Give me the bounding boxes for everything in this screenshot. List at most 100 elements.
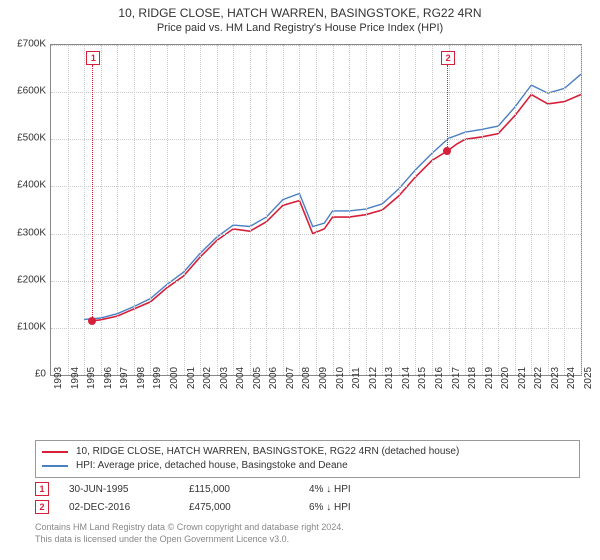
gridline-v xyxy=(564,45,565,375)
x-axis-label: 2002 xyxy=(202,367,213,389)
y-axis-label: £0 xyxy=(6,369,46,380)
transaction-row-2: 2 02-DEC-2016 £475,000 6% ↓ HPI xyxy=(35,498,429,516)
transaction-point-1 xyxy=(88,317,96,325)
gridline-v xyxy=(117,45,118,375)
x-axis-label: 2023 xyxy=(550,367,561,389)
transaction-date-2: 02-DEC-2016 xyxy=(69,502,189,513)
x-axis-label: 2015 xyxy=(417,367,428,389)
y-axis-label: £300K xyxy=(6,227,46,238)
transaction-top-marker-1: 1 xyxy=(86,51,100,65)
transaction-guide-line-2 xyxy=(447,65,448,151)
x-axis-label: 2024 xyxy=(566,367,577,389)
y-axis-label: £100K xyxy=(6,321,46,332)
gridline-v xyxy=(299,45,300,375)
transaction-marker-1: 1 xyxy=(35,482,49,496)
x-axis-label: 2014 xyxy=(401,367,412,389)
legend-swatch-property xyxy=(42,451,68,453)
x-axis-label: 1994 xyxy=(70,367,81,389)
transaction-date-1: 30-JUN-1995 xyxy=(69,484,189,495)
x-axis-label: 2009 xyxy=(318,367,329,389)
y-axis-label: £200K xyxy=(6,274,46,285)
transaction-marker-2: 2 xyxy=(35,500,49,514)
plot-region: 12 xyxy=(50,44,582,376)
y-axis-label: £700K xyxy=(6,39,46,50)
gridline-v xyxy=(101,45,102,375)
x-axis-label: 1996 xyxy=(103,367,114,389)
x-axis-label: 2010 xyxy=(335,367,346,389)
gridline-v xyxy=(349,45,350,375)
x-axis-label: 1995 xyxy=(86,367,97,389)
gridline-v xyxy=(399,45,400,375)
x-axis-label: 2005 xyxy=(252,367,263,389)
chart-area: 12 £0£100K£200K£300K£400K£500K£600K£700K… xyxy=(50,44,580,404)
gridline-v xyxy=(482,45,483,375)
x-axis-label: 2019 xyxy=(484,367,495,389)
x-axis-label: 2022 xyxy=(533,367,544,389)
y-axis-label: £600K xyxy=(6,86,46,97)
gridline-v xyxy=(515,45,516,375)
x-axis-label: 2016 xyxy=(434,367,445,389)
gridline-v xyxy=(449,45,450,375)
y-axis-label: £400K xyxy=(6,180,46,191)
x-axis-label: 2006 xyxy=(268,367,279,389)
gridline-v xyxy=(266,45,267,375)
gridline-v xyxy=(250,45,251,375)
gridline-v xyxy=(134,45,135,375)
gridline-v xyxy=(233,45,234,375)
x-axis-label: 2025 xyxy=(583,367,594,389)
x-axis-label: 2001 xyxy=(186,367,197,389)
gridline-v xyxy=(382,45,383,375)
x-axis-label: 2004 xyxy=(235,367,246,389)
x-axis-label: 1998 xyxy=(136,367,147,389)
gridline-v xyxy=(366,45,367,375)
transaction-top-marker-2: 2 xyxy=(441,51,455,65)
gridline-v xyxy=(184,45,185,375)
transaction-price-2: £475,000 xyxy=(189,502,309,513)
gridline-v xyxy=(167,45,168,375)
gridline-v xyxy=(150,45,151,375)
x-axis-label: 2013 xyxy=(384,367,395,389)
attribution-text: Contains HM Land Registry data © Crown c… xyxy=(35,522,344,545)
gridline-v xyxy=(316,45,317,375)
series-line-property xyxy=(92,95,581,321)
transaction-price-1: £115,000 xyxy=(189,484,309,495)
transaction-row-1: 1 30-JUN-1995 £115,000 4% ↓ HPI xyxy=(35,480,429,498)
gridline-v xyxy=(283,45,284,375)
legend-swatch-hpi xyxy=(42,465,68,467)
transaction-delta-2: 6% ↓ HPI xyxy=(309,502,429,513)
x-axis-label: 2008 xyxy=(301,367,312,389)
gridline-v xyxy=(68,45,69,375)
gridline-v xyxy=(415,45,416,375)
gridline-v xyxy=(465,45,466,375)
legend-label-property: 10, RIDGE CLOSE, HATCH WARREN, BASINGSTO… xyxy=(76,445,459,459)
gridline-v xyxy=(581,45,582,375)
x-axis-label: 2012 xyxy=(368,367,379,389)
chart-container: 10, RIDGE CLOSE, HATCH WARREN, BASINGSTO… xyxy=(0,0,600,560)
chart-subtitle: Price paid vs. HM Land Registry's House … xyxy=(0,22,600,34)
legend-label-hpi: HPI: Average price, detached house, Basi… xyxy=(76,459,348,473)
gridline-v xyxy=(333,45,334,375)
attribution-line2: This data is licensed under the Open Gov… xyxy=(35,534,344,546)
transactions-table: 1 30-JUN-1995 £115,000 4% ↓ HPI 2 02-DEC… xyxy=(35,480,429,516)
gridline-v xyxy=(548,45,549,375)
x-axis-label: 2000 xyxy=(169,367,180,389)
y-axis-label: £500K xyxy=(6,133,46,144)
x-axis-label: 2018 xyxy=(467,367,478,389)
gridline-v xyxy=(200,45,201,375)
x-axis-label: 1999 xyxy=(152,367,163,389)
gridline-v xyxy=(217,45,218,375)
x-axis-label: 2020 xyxy=(500,367,511,389)
x-axis-label: 2007 xyxy=(285,367,296,389)
x-axis-label: 1997 xyxy=(119,367,130,389)
x-axis-label: 1993 xyxy=(53,367,64,389)
chart-title: 10, RIDGE CLOSE, HATCH WARREN, BASINGSTO… xyxy=(0,0,600,22)
gridline-v xyxy=(84,45,85,375)
transaction-point-2 xyxy=(443,147,451,155)
transaction-delta-1: 4% ↓ HPI xyxy=(309,484,429,495)
legend-row-hpi: HPI: Average price, detached house, Basi… xyxy=(42,459,573,473)
x-axis-label: 2003 xyxy=(219,367,230,389)
gridline-v xyxy=(498,45,499,375)
legend-row-property: 10, RIDGE CLOSE, HATCH WARREN, BASINGSTO… xyxy=(42,445,573,459)
legend-box: 10, RIDGE CLOSE, HATCH WARREN, BASINGSTO… xyxy=(35,440,580,478)
gridline-v xyxy=(432,45,433,375)
